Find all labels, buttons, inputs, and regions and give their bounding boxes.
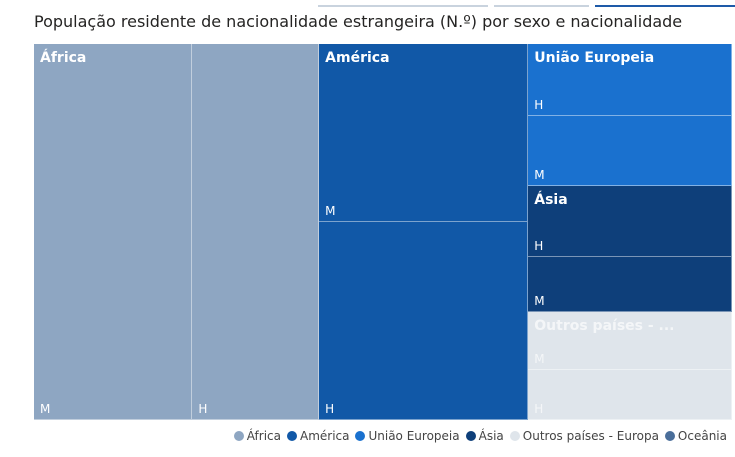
tile-asia-m[interactable]: M <box>528 257 732 313</box>
chart-legend: África América União Europeia Ásia Outros pa… <box>233 429 727 443</box>
tile-asia-h[interactable]: Ásia H <box>528 185 732 258</box>
tile-uniao-europeia-h[interactable]: União Europeia H <box>528 44 732 116</box>
top-tab-strip <box>0 0 735 8</box>
tile-america-m[interactable]: América M <box>319 44 529 222</box>
tile-africa-m[interactable]: África M <box>34 44 193 420</box>
leaf-label-asia-m: M <box>534 294 545 309</box>
top-tab-1[interactable] <box>318 5 488 7</box>
group-label-africa: África <box>40 50 87 66</box>
tile-outros-paises-h[interactable]: H <box>528 370 732 420</box>
group-label-asia: Ásia <box>534 191 568 208</box>
legend-dot-icon <box>355 431 366 441</box>
leaf-label-asia-h: H <box>534 239 544 254</box>
legend-label: África <box>246 429 281 443</box>
group-label-america: América <box>325 50 390 66</box>
legend-dot-icon <box>465 431 476 441</box>
leaf-label-america-h: H <box>325 401 335 416</box>
legend-item-africa[interactable]: África <box>233 429 281 443</box>
tile-america-h[interactable]: H <box>319 221 529 420</box>
legend-label: União Europeia <box>368 429 460 443</box>
leaf-label-uniao-europeia-m: M <box>534 167 545 182</box>
tile-outros-paises-m[interactable]: Outros países - ... M <box>528 312 732 371</box>
tile-africa-h[interactable]: H <box>192 44 320 420</box>
legend-dot-icon <box>233 431 244 441</box>
legend-item-asia[interactable]: Ásia <box>465 429 504 443</box>
chart-title: População residente de nacionalidade est… <box>34 12 683 31</box>
legend-label: Outros países - Europa <box>522 429 659 443</box>
legend-item-outros-paises-europa[interactable]: Outros países - Europa <box>509 429 659 443</box>
leaf-label-uniao-europeia-h: H <box>534 97 544 112</box>
leaf-label-america-m: M <box>325 203 336 218</box>
leaf-label-africa-m: M <box>40 402 51 416</box>
group-label-uniao-europeia: União Europeia <box>534 50 655 66</box>
legend-item-uniao-europeia[interactable]: União Europeia <box>355 429 460 443</box>
leaf-label-africa-h: H <box>198 402 208 416</box>
group-label-outros-paises: Outros países - ... <box>534 318 675 335</box>
legend-dot-icon <box>509 431 520 441</box>
legend-item-america[interactable]: América <box>286 429 350 443</box>
legend-item-oceania[interactable]: Oceânia <box>664 429 727 443</box>
legend-dot-icon <box>286 431 297 441</box>
legend-dot-icon <box>664 431 675 441</box>
legend-label: Ásia <box>478 429 504 443</box>
legend-label: Oceânia <box>677 429 727 443</box>
tile-uniao-europeia-m[interactable]: M <box>528 115 732 186</box>
top-tab-2[interactable] <box>494 5 589 7</box>
legend-label: América <box>299 429 350 443</box>
leaf-label-outros-paises-h: H <box>534 401 544 416</box>
leaf-label-outros-paises-m: M <box>534 352 545 367</box>
treemap-chart: África M H América M H União Europeia H M Ásia H M O… <box>34 44 732 420</box>
top-tab-3-active[interactable] <box>595 5 735 7</box>
